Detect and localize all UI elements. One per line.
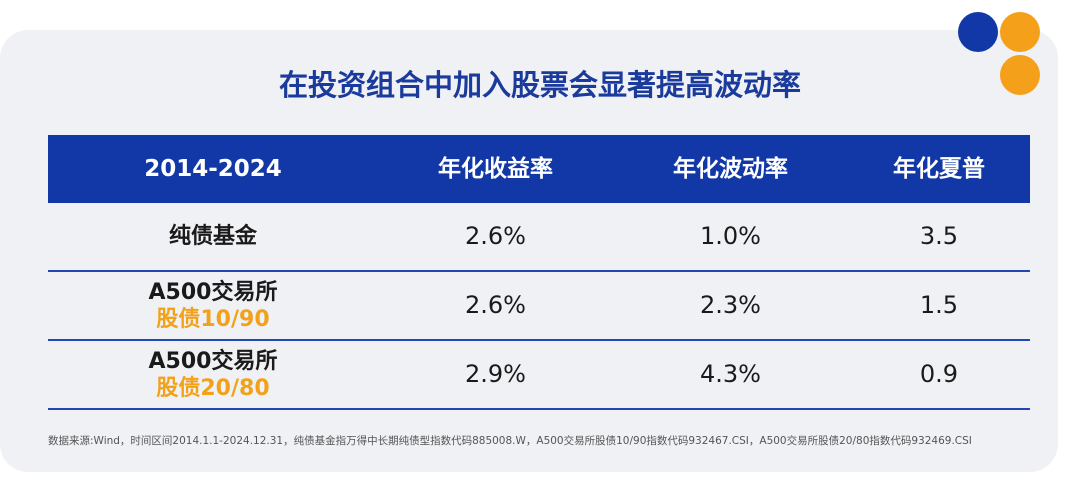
header-cell: 年化夏普 [893,155,985,182]
title: 在投资组合中加入股票会显著提高波动率 [278,68,801,102]
row-label: 纯债基金 [48,223,378,250]
table-cell: 1.0% [700,222,761,250]
row-label: A500交易所 股债20/80 [48,348,378,402]
orange-dot [1000,55,1040,95]
table-cell: 2.3% [700,291,761,319]
sublabel: 股债20/80 [156,375,270,401]
header-row: 2014-2024 年化收益率 年化波动率 年化夏普 [48,135,1030,203]
panel [0,30,1058,472]
header-cell: 年化收益率 [438,155,553,182]
header-cell: 年化波动率 [673,155,788,182]
table-cell: 2.6% [465,222,526,250]
table-cell: 1.5 [919,291,959,319]
table-cell: 2.9% [465,360,526,388]
table-row: A500交易所 股债20/80 2.9% 4.3% 0.9 [48,341,1030,410]
table-cell: 4.3% [700,360,761,388]
footnote: 数据来源:Wind，时间区间2014.1.1-2024.12.31，纯债基金指万… [48,435,972,447]
blue-dot [958,12,998,52]
label: A500交易所 [148,279,278,305]
sublabel: 股债10/90 [156,306,270,332]
table-cell: 2.6% [465,291,526,319]
table-cell: 0.9 [919,360,959,388]
header-cell: 2014-2024 [144,155,282,182]
label: A500交易所 [148,348,278,374]
orange-dot [1000,12,1040,52]
table: 2014-2024 年化收益率 年化波动率 年化夏普纯债基金 2.6% 1.0% 3.5 A5… [48,135,1030,410]
table-row: 纯债基金 2.6% 1.0% 3.5 [48,203,1030,272]
table-cell: 3.5 [919,222,959,250]
row-label: A500交易所 股债10/90 [48,279,378,333]
table-row: A500交易所 股债10/90 2.6% 2.3% 1.5 [48,272,1030,341]
label: 纯债基金 [168,224,257,249]
